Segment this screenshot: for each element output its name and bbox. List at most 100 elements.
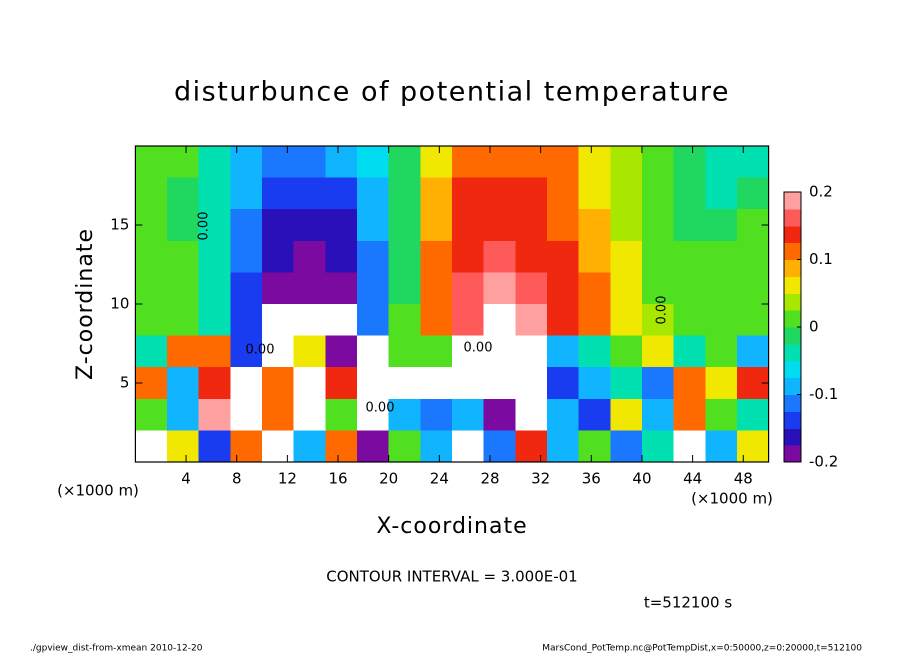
heat-cell xyxy=(578,367,611,400)
heat-cell xyxy=(420,240,453,273)
heat-cell xyxy=(641,430,675,463)
y-unit: (×1000 m) xyxy=(57,482,139,500)
heat-cell xyxy=(452,398,485,431)
colorbar-swatch xyxy=(784,445,801,463)
heat-cell xyxy=(641,240,675,273)
heat-cell xyxy=(198,430,231,463)
colorbar-tick-label: -0.1 xyxy=(809,385,838,403)
heat-cell xyxy=(641,367,675,400)
heat-cell xyxy=(325,146,358,179)
heat-cell xyxy=(135,398,168,431)
heat-cell xyxy=(262,304,295,337)
x-tick-label: 4 xyxy=(181,470,191,488)
heat-cell xyxy=(705,209,738,242)
heat-cell xyxy=(610,367,643,400)
heat-cell xyxy=(230,367,263,400)
heat-cell xyxy=(578,272,611,305)
heat-cell xyxy=(705,367,738,400)
heat-cell xyxy=(578,209,611,242)
heat-cell xyxy=(546,240,580,273)
heat-cell xyxy=(515,430,548,463)
x-tick-label: 16 xyxy=(328,470,347,488)
heat-cell xyxy=(357,304,390,337)
x-unit: (×1000 m) xyxy=(691,490,773,508)
heat-cell xyxy=(293,240,326,273)
heat-cell xyxy=(357,146,390,179)
heat-cell xyxy=(325,335,358,368)
heat-cell xyxy=(420,272,453,305)
heat-cell xyxy=(167,209,200,242)
heat-cell xyxy=(325,304,358,337)
heat-cell xyxy=(135,146,168,179)
heat-cell xyxy=(452,367,485,400)
heat-cell xyxy=(167,430,200,463)
heat-cell xyxy=(452,430,485,463)
heat-cell xyxy=(135,430,168,463)
colorbar-swatch xyxy=(784,327,801,345)
heat-cell xyxy=(736,335,770,368)
heat-cell xyxy=(293,272,326,305)
x-tick-label: 8 xyxy=(232,470,242,488)
heat-cell xyxy=(515,272,548,305)
footer-right: MarsCond_PotTemp.nc@PotTempDist,x=0:5000… xyxy=(542,644,862,654)
heat-cell xyxy=(230,430,263,463)
colorbar-swatch xyxy=(784,310,801,328)
heat-cell xyxy=(705,240,738,273)
heat-cell xyxy=(262,430,295,463)
heat-cell xyxy=(483,304,516,337)
colorbar-swatch xyxy=(784,225,801,244)
heat-cell xyxy=(578,398,611,431)
heat-cell xyxy=(167,146,200,179)
y-axis-label: Z-coordinate xyxy=(73,228,98,380)
heat-cell xyxy=(452,272,485,305)
time-label: t=512100 s xyxy=(644,594,732,612)
contour-label: 0.00 xyxy=(197,212,212,241)
heat-cell xyxy=(452,240,485,273)
colorbar-swatch xyxy=(784,428,801,446)
heat-cell xyxy=(388,398,421,431)
x-tick-label: 20 xyxy=(379,470,398,488)
heat-cell xyxy=(610,177,643,210)
heat-cell xyxy=(705,177,738,210)
heat-cell xyxy=(610,304,643,337)
heat-cell xyxy=(230,304,263,337)
colorbar-tick-label: 0.2 xyxy=(809,183,833,201)
heat-cell xyxy=(167,367,200,400)
heat-cell xyxy=(325,398,358,431)
heat-cell xyxy=(325,240,358,273)
heat-cell xyxy=(167,272,200,305)
colorbar-swatch xyxy=(784,259,801,277)
heat-cell xyxy=(673,240,706,273)
heat-cell xyxy=(230,335,263,368)
heat-cell xyxy=(388,240,421,273)
heat-cell xyxy=(167,177,200,210)
heat-cell xyxy=(135,304,168,337)
heat-cell xyxy=(388,367,421,400)
heat-cell xyxy=(483,398,516,431)
heat-cell xyxy=(515,240,548,273)
heat-cell xyxy=(357,367,390,400)
heat-cell xyxy=(610,398,643,431)
heat-cell xyxy=(388,335,421,368)
heat-cell xyxy=(357,177,390,210)
heat-cell xyxy=(515,304,548,337)
heat-cell xyxy=(673,398,706,431)
x-tick-label: 32 xyxy=(531,470,550,488)
heat-cell xyxy=(388,272,421,305)
colorbar-swatch xyxy=(784,242,801,260)
heat-cell xyxy=(578,335,611,368)
heat-cell xyxy=(483,430,516,463)
colorbar-swatch xyxy=(784,276,801,294)
heat-cell xyxy=(578,430,611,463)
chart-title: disturbunce of potential temperature xyxy=(174,77,730,108)
heat-cell xyxy=(546,335,580,368)
heat-cell xyxy=(673,304,706,337)
heat-cell xyxy=(515,146,548,179)
heat-cell xyxy=(167,335,200,368)
heat-cell xyxy=(483,367,516,400)
heat-cell xyxy=(198,272,231,305)
heat-cell xyxy=(673,146,706,179)
heat-cell xyxy=(388,304,421,337)
heat-cell xyxy=(578,146,611,179)
heat-cell xyxy=(546,177,580,210)
